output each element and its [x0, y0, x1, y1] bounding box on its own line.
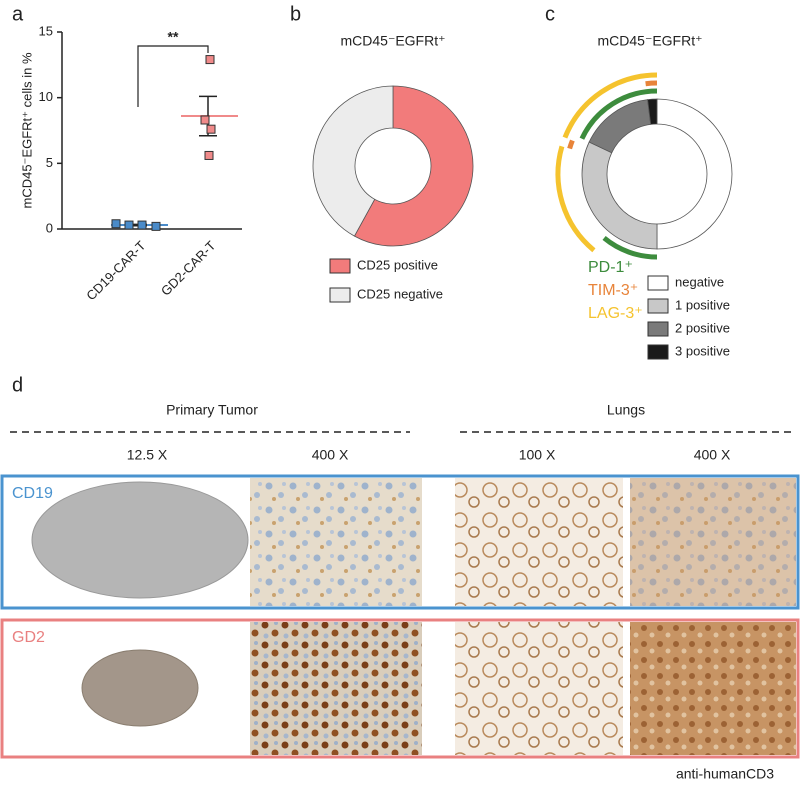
chart-title: mCD45⁻EGFRt⁺	[340, 33, 445, 49]
data-point	[151, 221, 161, 231]
row-label: CD19	[12, 485, 53, 502]
panel-label: d	[12, 374, 23, 396]
donut-segment	[656, 98, 733, 250]
group-title: Lungs	[607, 402, 645, 418]
column-label: 400 X	[694, 447, 731, 463]
micrograph-tint	[630, 478, 796, 606]
marker-arc	[555, 145, 596, 253]
marker-arc	[579, 88, 658, 140]
y-tick-label: 10	[39, 89, 53, 104]
donut-segment	[581, 141, 658, 250]
legend-swatch	[647, 321, 669, 337]
column-label: 400 X	[312, 447, 349, 463]
marker-arc	[567, 139, 575, 150]
donut-segment	[312, 85, 394, 237]
data-point	[124, 220, 134, 230]
marker-arc	[562, 72, 658, 139]
micrograph-row	[31, 478, 796, 606]
legend-label: 1 positive	[675, 297, 730, 312]
column-label: 100 X	[519, 447, 556, 463]
micrograph	[455, 622, 623, 755]
legend-label: 3 positive	[675, 343, 730, 358]
micrograph	[630, 478, 796, 606]
group-title: Primary Tumor	[166, 402, 258, 418]
y-tick-label: 5	[46, 155, 53, 170]
micrograph	[250, 622, 422, 755]
legend-label: CD25 negative	[357, 286, 443, 301]
data-point	[204, 150, 214, 160]
data-point	[111, 219, 121, 229]
data-point	[205, 55, 215, 65]
legend-swatch	[647, 344, 669, 360]
legend-swatch	[647, 275, 669, 291]
legend-swatch	[647, 298, 669, 314]
legend-label: TIM-3⁺	[588, 282, 638, 299]
significance-bracket	[137, 45, 209, 107]
chart-title: mCD45⁻EGFRt⁺	[597, 33, 702, 49]
donut-segment	[647, 98, 658, 125]
row-frame	[0, 618, 800, 759]
significance: **	[168, 29, 179, 45]
y-tick-label: 15	[39, 23, 53, 38]
marker-arc	[645, 80, 658, 87]
y-axis-label: mCD45⁻EGFRt⁺ cells in %	[19, 52, 34, 208]
legend-label: PD-1⁺	[588, 259, 633, 276]
column-label: 12.5 X	[127, 447, 168, 463]
x-tick-label: GD2-CAR-T	[158, 238, 219, 299]
panel-label: c	[545, 3, 555, 25]
panel-label: b	[290, 3, 301, 25]
data-point	[206, 124, 216, 134]
data-point	[200, 115, 210, 125]
legend-label: negative	[675, 274, 724, 289]
marker-arc	[602, 235, 658, 260]
legend-label: LAG-3⁺	[588, 305, 643, 322]
x-tick-label: CD19-CAR-T	[83, 238, 148, 303]
legend-swatch	[329, 258, 351, 274]
legend-label: 2 positive	[675, 320, 730, 335]
data-point	[137, 220, 147, 230]
micrograph	[630, 622, 796, 755]
y-tick-label: 0	[46, 220, 53, 235]
micrograph-row	[81, 622, 796, 755]
row-label: GD2	[12, 629, 45, 646]
donut-segment	[353, 85, 474, 247]
legend-swatch	[329, 287, 351, 303]
tissue-section	[31, 481, 249, 599]
tissue-section	[81, 649, 199, 727]
legend-label: CD25 positive	[357, 257, 438, 272]
micrograph	[250, 478, 422, 606]
donut-segment	[588, 99, 652, 154]
micrograph	[455, 478, 623, 606]
panel-label: a	[12, 3, 24, 25]
stain-label: anti-humanCD3	[676, 766, 774, 782]
row-frame	[0, 474, 800, 610]
